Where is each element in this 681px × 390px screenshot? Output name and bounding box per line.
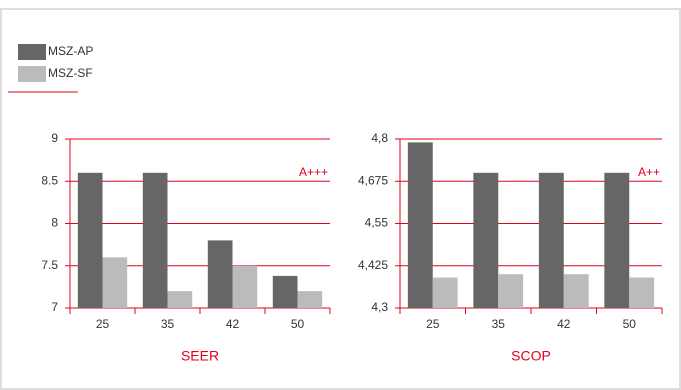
x-tick-label: 50 xyxy=(623,317,637,331)
bar xyxy=(407,142,433,308)
annotation: A++ xyxy=(638,165,660,179)
y-tick-label: 7.5 xyxy=(41,258,58,272)
legend-swatch xyxy=(18,66,46,82)
frame xyxy=(0,8,681,390)
bar xyxy=(102,257,128,308)
chart-title: SEER xyxy=(181,348,219,364)
bar xyxy=(498,274,524,308)
x-tick-label: 35 xyxy=(161,317,175,331)
bar xyxy=(629,277,655,308)
x-tick-label: 25 xyxy=(96,317,110,331)
bar xyxy=(538,172,564,308)
y-tick-label: 9 xyxy=(51,131,58,145)
y-tick-label: 7 xyxy=(51,300,58,314)
bar xyxy=(563,274,589,308)
bar xyxy=(167,291,193,308)
x-tick-label: 42 xyxy=(226,317,240,331)
bar xyxy=(207,240,233,308)
legend-label: MSZ-SF xyxy=(48,66,93,80)
y-tick-label: 4,8 xyxy=(371,131,388,145)
y-tick-label: 4,3 xyxy=(371,300,388,314)
legend-label: MSZ-AP xyxy=(48,44,93,58)
bar xyxy=(297,291,323,308)
legend-swatch xyxy=(18,44,46,60)
x-tick-label: 25 xyxy=(426,317,440,331)
y-tick-label: 4,425 xyxy=(358,258,388,272)
y-tick-label: 8.5 xyxy=(41,173,58,187)
annotation: A+++ xyxy=(299,165,328,179)
x-tick-label: 42 xyxy=(557,317,571,331)
bar xyxy=(232,265,258,308)
bar xyxy=(272,275,298,308)
x-tick-label: 35 xyxy=(492,317,506,331)
bar xyxy=(432,277,458,308)
x-tick-label: 50 xyxy=(291,317,305,331)
bar xyxy=(604,172,630,308)
bar xyxy=(473,172,499,308)
y-tick-label: 4,55 xyxy=(365,216,389,230)
y-tick-label: 8 xyxy=(51,216,58,230)
y-tick-label: 4,675 xyxy=(358,173,388,187)
chart-title: SCOP xyxy=(511,348,551,364)
bar xyxy=(77,172,103,308)
bar xyxy=(142,172,168,308)
